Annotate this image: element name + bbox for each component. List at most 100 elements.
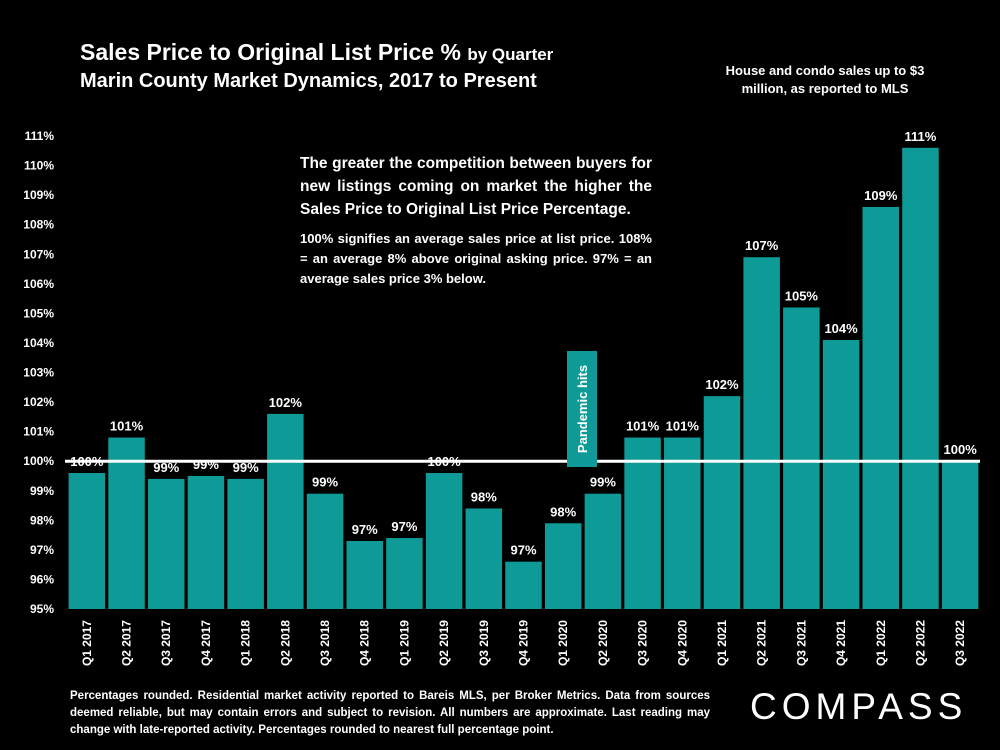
bar-q3-2017 bbox=[147, 478, 185, 609]
x-tick-label: Q4 2019 bbox=[517, 620, 531, 666]
pandemic-marker-label: Pandemic hits bbox=[575, 365, 590, 453]
y-tick-label: 101% bbox=[23, 425, 54, 439]
x-tick-label: Q3 2018 bbox=[318, 620, 332, 666]
y-tick-label: 96% bbox=[30, 572, 54, 586]
bar-q3-2022 bbox=[941, 461, 979, 609]
data-label-q4-2018: 97% bbox=[352, 522, 378, 537]
y-tick-label: 111% bbox=[25, 129, 55, 143]
x-tick-label: Q3 2017 bbox=[159, 620, 173, 666]
data-label-q4-2021: 104% bbox=[824, 321, 858, 336]
annotation-detail-text: 100% signifies an average sales price at… bbox=[300, 231, 652, 286]
x-tick-label: Q2 2019 bbox=[437, 620, 451, 666]
data-label-q3-2018: 99% bbox=[312, 475, 338, 490]
bar-q1-2018 bbox=[227, 478, 264, 609]
y-tick-label: 106% bbox=[23, 277, 54, 291]
data-label-q1-2018: 99% bbox=[233, 460, 259, 475]
data-labels-group: 100% 101% 99% 99% 99% 102% 99% 97% 97% 100% 98% 97%… bbox=[70, 129, 977, 558]
x-tick-label: Q4 2021 bbox=[834, 620, 848, 666]
annotation-box: The greater the competition between buye… bbox=[300, 152, 652, 289]
data-label-q3-2022: 100% bbox=[944, 442, 978, 457]
y-tick-label: 107% bbox=[23, 247, 54, 261]
data-label-q3-2017: 99% bbox=[153, 460, 179, 475]
x-tick-label: Q4 2020 bbox=[675, 620, 689, 666]
data-label-q3-2019: 98% bbox=[471, 489, 497, 504]
data-label-q1-2021: 102% bbox=[705, 377, 739, 392]
x-tick-label: Q1 2019 bbox=[397, 620, 411, 666]
chart-subtitle: Marin County Market Dynamics, 2017 to Pr… bbox=[80, 70, 537, 92]
x-tick-label: Q3 2020 bbox=[636, 620, 650, 666]
annotation-main-text: The greater the competition between buye… bbox=[300, 155, 652, 218]
x-tick-label: Q3 2021 bbox=[794, 620, 808, 666]
bar-q2-2022 bbox=[902, 147, 939, 609]
bar-q3-2021 bbox=[783, 307, 820, 609]
y-tick-label: 95% bbox=[30, 602, 54, 616]
bar-q3-2018 bbox=[306, 493, 344, 609]
data-label-q2-2019: 100% bbox=[427, 454, 461, 469]
y-tick-label: 108% bbox=[23, 218, 54, 232]
bar-q1-2020 bbox=[544, 523, 582, 609]
data-label-q4-2017: 99% bbox=[193, 457, 219, 472]
bar-q2-2019 bbox=[425, 473, 463, 609]
x-tick-label: Q3 2019 bbox=[477, 620, 491, 666]
y-axis: 95% 96% 97% 98% 99% 100% 101% 102% 103% 104% 105% 1… bbox=[23, 129, 54, 616]
x-axis: Q1 2017 Q2 2017 Q3 2017 Q4 2017 Q1 2018 Q2 20… bbox=[80, 620, 967, 666]
data-label-q3-2021: 105% bbox=[785, 288, 819, 303]
y-tick-label: 105% bbox=[23, 306, 54, 320]
bar-q1-2021 bbox=[703, 396, 741, 609]
y-tick-label: 102% bbox=[23, 395, 54, 409]
data-label-q2-2017: 101% bbox=[110, 419, 144, 434]
bar-q2-2018 bbox=[267, 413, 304, 609]
y-tick-label: 99% bbox=[30, 484, 54, 498]
x-tick-label: Q2 2020 bbox=[596, 620, 610, 666]
x-tick-label: Q1 2022 bbox=[874, 620, 888, 666]
x-tick-label: Q2 2017 bbox=[120, 620, 134, 666]
y-tick-label: 100% bbox=[23, 454, 54, 468]
chart-title: Sales Price to Original List Price % by … bbox=[80, 38, 553, 69]
pandemic-marker: Pandemic hits bbox=[567, 351, 597, 467]
bar-q1-2017 bbox=[68, 473, 106, 609]
data-label-q1-2019: 97% bbox=[391, 519, 417, 534]
y-tick-label: 109% bbox=[23, 188, 54, 202]
bar-q1-2022 bbox=[862, 206, 900, 609]
bar-q4-2018 bbox=[346, 541, 383, 609]
y-tick-label: 98% bbox=[30, 513, 54, 527]
bars-group bbox=[68, 147, 979, 609]
bar-chart: 95%96%97%98%99%100%101%102%103%104%105%1… bbox=[23, 129, 980, 666]
bar-q4-2021 bbox=[822, 339, 860, 609]
x-tick-label: Q3 2022 bbox=[953, 620, 967, 666]
bar-q4-2020 bbox=[664, 437, 701, 609]
data-label-q2-2022: 111% bbox=[905, 129, 937, 144]
data-label-q1-2020: 98% bbox=[550, 504, 576, 519]
bar-q2-2020 bbox=[584, 493, 622, 609]
data-label-q4-2020: 101% bbox=[666, 419, 700, 434]
bar-q3-2019 bbox=[465, 508, 503, 609]
data-label-q3-2020: 101% bbox=[626, 419, 660, 434]
pandemic-marker-box bbox=[567, 351, 597, 467]
x-tick-label: Q2 2021 bbox=[755, 620, 769, 666]
chart-title-suffix: by Quarter bbox=[467, 45, 554, 64]
x-tick-label: Q4 2018 bbox=[358, 620, 372, 666]
compass-logo: COMPASS bbox=[750, 686, 968, 727]
chart-title-main: Sales Price to Original List Price % bbox=[80, 39, 461, 65]
data-label-q2-2021: 107% bbox=[745, 238, 779, 253]
bar-q2-2021 bbox=[743, 257, 780, 609]
x-tick-label: Q1 2020 bbox=[556, 620, 570, 666]
data-label-q4-2019: 97% bbox=[510, 543, 536, 558]
bar-q3-2020 bbox=[624, 437, 661, 609]
bar-q4-2017 bbox=[187, 475, 225, 609]
footnote: Percentages rounded. Residential market … bbox=[70, 690, 710, 736]
x-tick-label: Q2 2018 bbox=[278, 620, 292, 666]
x-tick-label: Q4 2017 bbox=[199, 620, 213, 666]
y-tick-label: 103% bbox=[23, 366, 54, 380]
title-block: Sales Price to Original List Price % by … bbox=[80, 38, 553, 93]
x-tick-label: Q1 2017 bbox=[80, 620, 94, 666]
x-tick-label: Q1 2018 bbox=[239, 620, 253, 666]
data-label-q2-2018: 102% bbox=[269, 395, 303, 410]
bar-q4-2019 bbox=[505, 561, 542, 609]
bar-q1-2019 bbox=[386, 538, 423, 609]
data-scope-note: House and condo sales up to $3 million, … bbox=[725, 63, 925, 96]
x-tick-label: Q1 2021 bbox=[715, 620, 729, 666]
data-label-q2-2020: 99% bbox=[590, 475, 616, 490]
y-tick-label: 110% bbox=[24, 159, 54, 173]
x-tick-label: Q2 2022 bbox=[913, 620, 927, 666]
